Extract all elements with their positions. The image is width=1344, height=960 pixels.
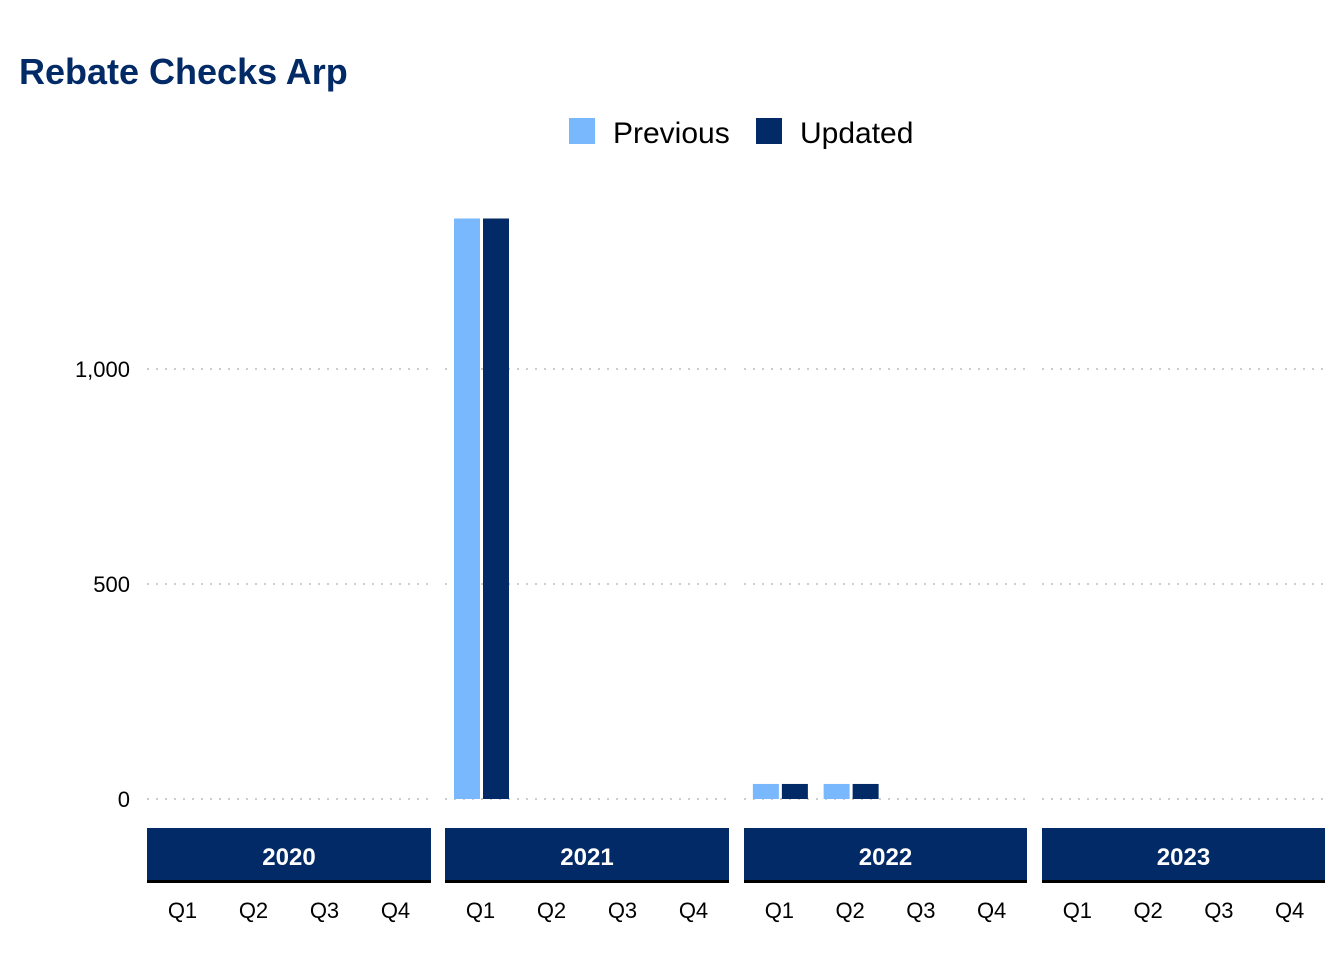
facet-strip-2021 [445, 828, 729, 880]
y-tick-label: 500 [93, 572, 130, 597]
bar-2022-q2-updated [852, 783, 879, 799]
bar-2021-q1-previous [454, 218, 480, 799]
x-tick-label: Q2 [835, 898, 864, 923]
x-tick-label: Q4 [381, 898, 410, 923]
y-tick-label: 1,000 [75, 357, 130, 382]
bar-2021-q1-updated [483, 218, 509, 799]
x-tick-label: Q3 [1204, 898, 1233, 923]
x-tick-label: Q2 [239, 898, 268, 923]
x-tick-label: Q4 [977, 898, 1006, 923]
x-tick-label: Q3 [608, 898, 637, 923]
bar-2022-q1-previous [752, 783, 779, 799]
x-tick-label: Q1 [168, 898, 197, 923]
facet-strips: 2020 2021 2022 2023 [147, 828, 1325, 883]
facet-label-2020: 2020 [262, 844, 315, 871]
bar-2022-q2-previous [823, 783, 850, 799]
facet-label-2021: 2021 [560, 844, 613, 871]
x-tick-label: Q1 [1063, 898, 1092, 923]
chart-title: Rebate Checks Arp [19, 51, 348, 92]
facet-strip-2020 [147, 828, 431, 880]
bars [454, 218, 879, 799]
x-tick-label: Q3 [310, 898, 339, 923]
grid [147, 368, 1325, 800]
x-tick-label: Q4 [679, 898, 708, 923]
x-tick-label: Q4 [1275, 898, 1304, 923]
facet-label-2022: 2022 [859, 844, 912, 871]
x-tick-label: Q3 [906, 898, 935, 923]
facet-label-2023: 2023 [1157, 844, 1210, 871]
y-tick-label: 0 [118, 787, 130, 812]
legend-key-updated [756, 118, 782, 144]
facet-strip-2022 [744, 828, 1027, 880]
legend: Previous Updated [569, 117, 913, 150]
x-axis: Q1 Q2 Q3 Q4 Q1 Q2 Q3 Q4 Q1 Q2 Q3 Q4 Q1 Q2 Q3 Q4 [168, 898, 1304, 923]
x-tick-label: Q2 [1133, 898, 1162, 923]
legend-label-updated: Updated [800, 117, 913, 150]
facet-strip-2023 [1042, 828, 1325, 880]
x-tick-label: Q1 [466, 898, 495, 923]
y-axis: 0 500 1,000 [75, 357, 130, 812]
x-tick-label: Q2 [537, 898, 566, 923]
legend-key-previous [569, 118, 595, 144]
bar-2022-q1-updated [781, 783, 808, 799]
legend-label-previous: Previous [613, 117, 730, 150]
x-tick-label: Q1 [765, 898, 794, 923]
